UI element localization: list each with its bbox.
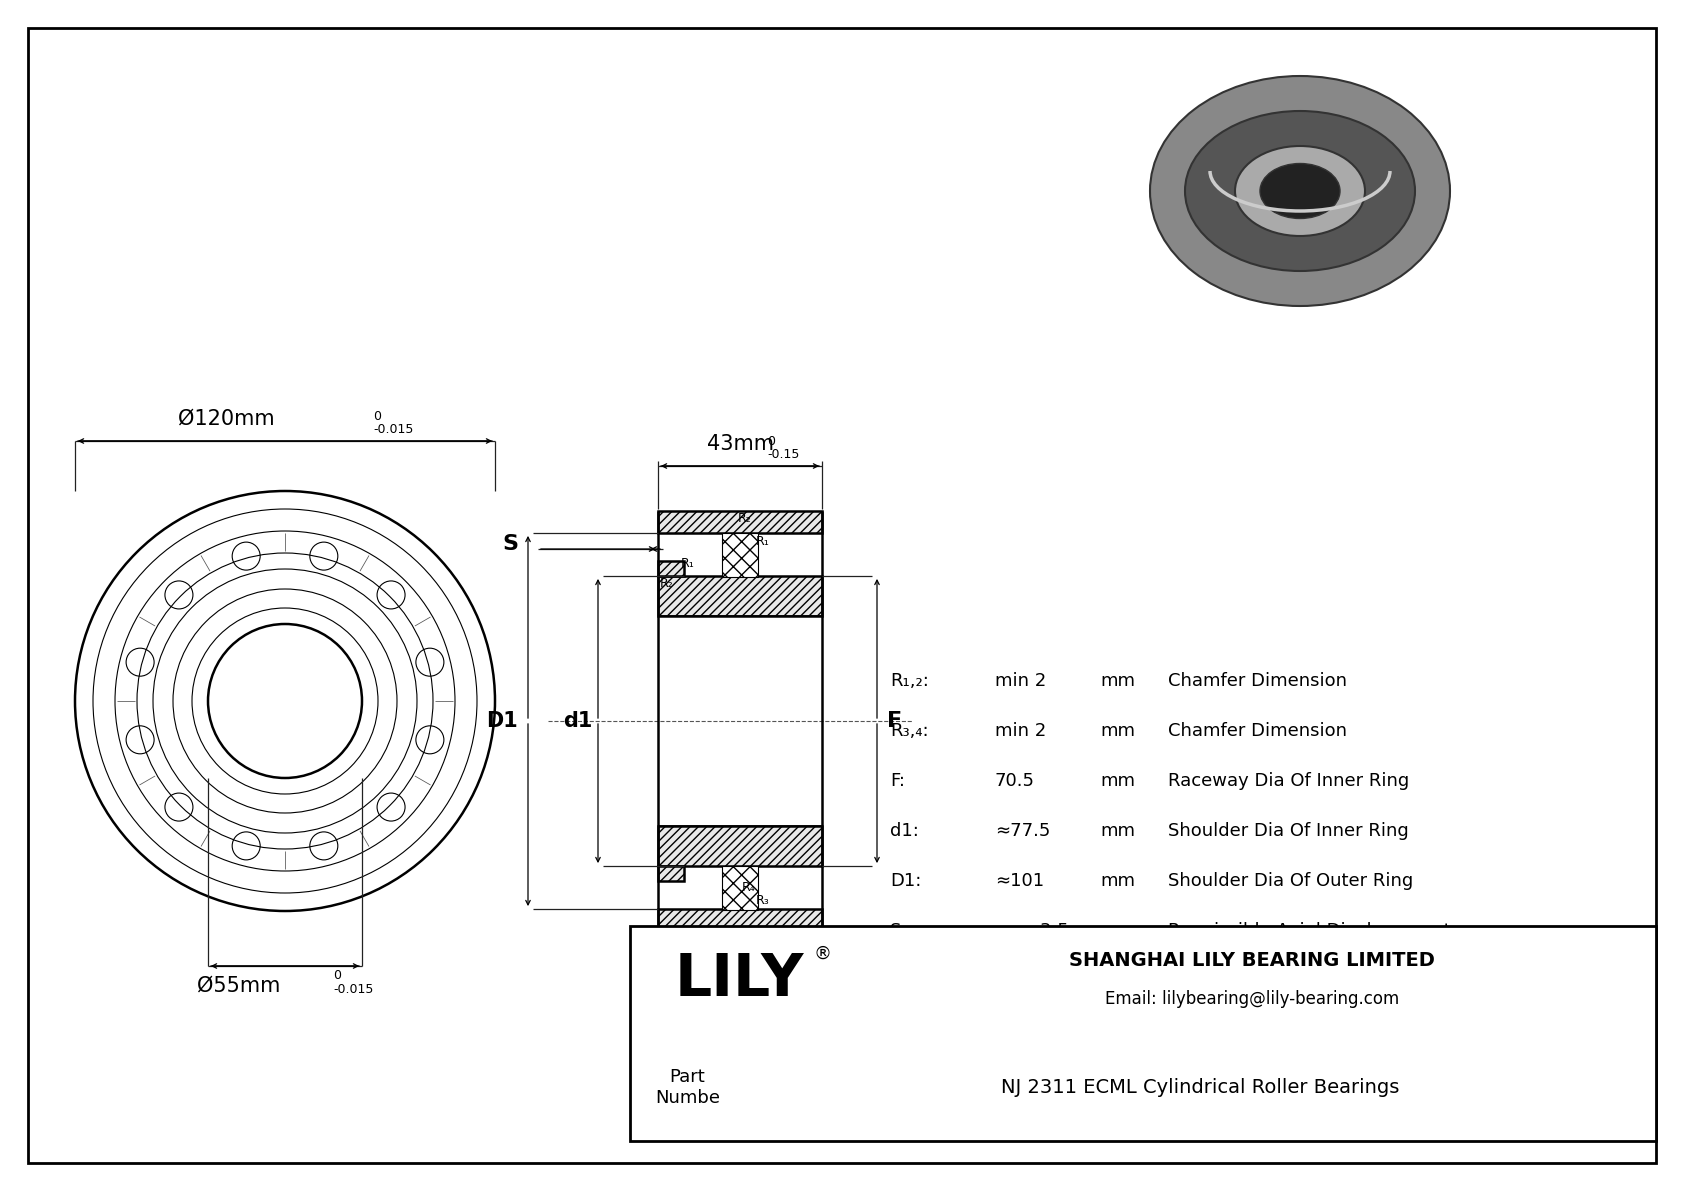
Text: 0: 0 xyxy=(766,435,775,448)
Text: R₁: R₁ xyxy=(756,535,770,548)
Text: ®: ® xyxy=(813,944,830,962)
Ellipse shape xyxy=(1260,163,1340,218)
Text: Ø55mm: Ø55mm xyxy=(197,975,280,996)
Ellipse shape xyxy=(1150,76,1450,306)
Text: 0: 0 xyxy=(333,969,340,983)
Text: d1:: d1: xyxy=(891,822,919,840)
Text: mm: mm xyxy=(1100,772,1135,790)
Polygon shape xyxy=(658,827,822,866)
Text: D1: D1 xyxy=(487,711,519,731)
Text: mm: mm xyxy=(1100,672,1135,690)
Text: 0: 0 xyxy=(372,410,381,423)
Text: 43mm: 43mm xyxy=(707,434,773,454)
Text: min 2: min 2 xyxy=(995,722,1046,740)
Text: mm: mm xyxy=(1100,922,1135,940)
Text: Shoulder Dia Of Inner Ring: Shoulder Dia Of Inner Ring xyxy=(1169,822,1410,840)
Text: 70.5: 70.5 xyxy=(995,772,1036,790)
Text: -0.15: -0.15 xyxy=(766,448,800,461)
Polygon shape xyxy=(658,909,822,931)
Text: R₁: R₁ xyxy=(680,557,695,570)
Text: LILY BEARING: LILY BEARING xyxy=(689,959,791,974)
Polygon shape xyxy=(658,511,822,534)
Text: F: F xyxy=(887,711,903,731)
Text: max 3.5: max 3.5 xyxy=(995,922,1069,940)
Text: Raceway Dia Of Inner Ring: Raceway Dia Of Inner Ring xyxy=(1169,772,1410,790)
Text: -0.015: -0.015 xyxy=(372,423,413,436)
Text: Chamfer Dimension: Chamfer Dimension xyxy=(1169,722,1347,740)
Text: ≈101: ≈101 xyxy=(995,872,1044,890)
Text: Part
Numbe: Part Numbe xyxy=(655,1068,721,1106)
Text: LILY: LILY xyxy=(674,952,803,1009)
Text: d1: d1 xyxy=(564,711,593,731)
Ellipse shape xyxy=(1186,111,1415,272)
Text: Permissible Axial Displacement: Permissible Axial Displacement xyxy=(1169,922,1450,940)
Text: R₃,₄:: R₃,₄: xyxy=(891,722,928,740)
Text: Ø120mm: Ø120mm xyxy=(179,409,274,429)
Text: R₂: R₂ xyxy=(660,576,674,590)
Polygon shape xyxy=(722,532,758,576)
Text: NJ 2311 ECML Cylindrical Roller Bearings: NJ 2311 ECML Cylindrical Roller Bearings xyxy=(1002,1078,1399,1097)
Text: mm: mm xyxy=(1100,722,1135,740)
Text: SHANGHAI LILY BEARING LIMITED: SHANGHAI LILY BEARING LIMITED xyxy=(1069,950,1435,969)
Text: R₁,₂:: R₁,₂: xyxy=(891,672,930,690)
Text: F:: F: xyxy=(891,772,904,790)
Text: S:: S: xyxy=(891,922,908,940)
Ellipse shape xyxy=(1234,146,1366,236)
Text: R₃: R₃ xyxy=(756,894,770,908)
Text: D1:: D1: xyxy=(891,872,921,890)
Polygon shape xyxy=(658,866,684,881)
Text: mm: mm xyxy=(1100,872,1135,890)
Polygon shape xyxy=(658,576,822,616)
Bar xyxy=(630,925,1655,1141)
Polygon shape xyxy=(658,561,684,576)
Text: Chamfer Dimension: Chamfer Dimension xyxy=(1169,672,1347,690)
Text: ≈77.5: ≈77.5 xyxy=(995,822,1051,840)
Text: R₄: R₄ xyxy=(743,881,756,894)
Text: S: S xyxy=(502,534,519,554)
Polygon shape xyxy=(722,866,758,910)
Text: mm: mm xyxy=(1100,822,1135,840)
Text: Shoulder Dia Of Outer Ring: Shoulder Dia Of Outer Ring xyxy=(1169,872,1413,890)
Text: Email: lilybearing@lily-bearing.com: Email: lilybearing@lily-bearing.com xyxy=(1105,990,1399,1008)
Text: R₂: R₂ xyxy=(738,512,751,525)
Text: -0.015: -0.015 xyxy=(333,983,374,996)
Text: min 2: min 2 xyxy=(995,672,1046,690)
